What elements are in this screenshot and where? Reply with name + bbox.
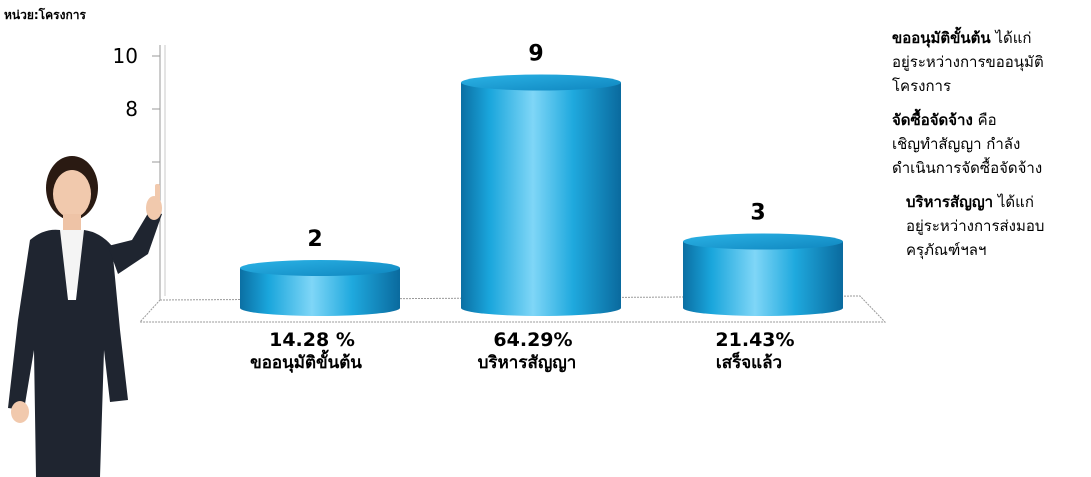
bar [461,74,621,316]
note-text: เชิญทำสัญญา กำลัง [892,135,1021,153]
note-text: ครุภัณฑ์ฯลฯ [906,241,987,259]
note-term: บริหารสัญญา [906,193,994,211]
bar-body [461,82,621,316]
presenter-hand [11,401,29,423]
note-item: ขออนุมัติขั้นต้น ได้แก่ อยู่ระหว่างการขอ… [892,26,1088,98]
category-label: เสร็จแล้ว [716,350,782,373]
bar-value-label: 3 [750,201,765,226]
chart-bars [240,74,843,316]
bar-body [240,268,400,316]
presenter-face [53,170,91,218]
bar-percent-label: 64.29% [493,329,572,351]
bar-top [461,74,621,91]
presenter-finger [155,184,160,206]
note-text: ดำเนินการจัดซื้อจัดจ้าง [892,159,1043,177]
note-text: อยู่ระหว่างการขออนุมัติ [892,53,1044,71]
y-tick-label: 8 [125,97,138,121]
bar-top [683,233,843,250]
chart-labels: 2 14.28 %ขออนุมัติขั้นต้น 9 64.29%บริหารสัญ… [250,42,794,374]
presenter-figure [8,156,162,477]
bar-percent-label: 14.28 % [269,329,355,351]
note-text: โครงการ [892,77,952,95]
bar-chart: 10 8 2 14.28 %ขออนุมัติขั้นต้น 9 64.29%บริหา… [113,42,887,374]
bar-percent-label: 21.43% [715,329,794,351]
bar-top [240,260,400,276]
note-term: ขออนุมัติขั้นต้น [892,29,991,47]
note-item: จัดซื้อจัดจ้าง คือ เชิญทำสัญญา กำลัง ดำเ… [892,108,1088,180]
y-tick-label: 10 [113,44,138,68]
category-label: ขออนุมัติขั้นต้น [250,349,362,373]
unit-label: หน่วย:โครงการ [4,8,86,22]
bar [683,233,843,316]
bar-value-label: 2 [307,227,322,252]
note-text: คือ [977,111,997,129]
chart-axes [138,45,887,323]
legend-notes: ขออนุมัติขั้นต้น ได้แก่ อยู่ระหว่างการขอ… [892,26,1088,272]
note-text: ได้แก่ [995,29,1032,47]
presenter-neck [63,214,81,232]
category-label: บริหารสัญญา [478,353,577,373]
note-text: อยู่ระหว่างการส่งมอบ [906,217,1045,235]
note-text: ได้แก่ [997,193,1034,211]
chart-floor [138,295,887,323]
presenter-arm-raised [108,210,162,274]
bar-body [683,241,843,316]
note-item: บริหารสัญญา ได้แก่ อยู่ระหว่างการส่งมอบ … [892,190,1088,262]
note-term: จัดซื้อจัดจ้าง [892,111,973,129]
bar [240,260,400,316]
bar-value-label: 9 [528,42,543,67]
presenter-jacket [8,229,128,477]
